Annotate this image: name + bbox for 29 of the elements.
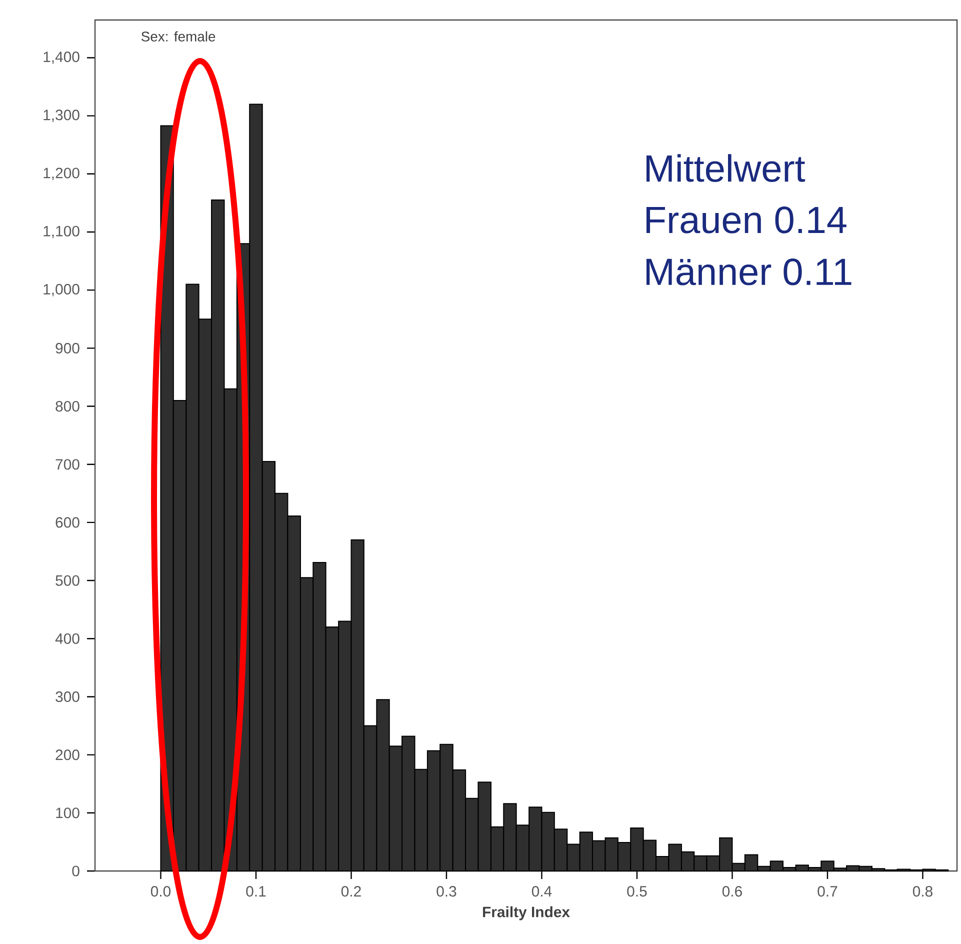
y-tick-label: 1,200 (44, 168, 80, 180)
y-tick-label: 900 (56, 342, 80, 354)
x-tick-label: 0.6 (722, 886, 742, 897)
y-tick-label: 0 (72, 866, 80, 876)
y-tick-label: 100 (56, 808, 80, 818)
x-tick-label: 0.4 (532, 886, 552, 897)
y-tick-label: 1,000 (44, 284, 80, 296)
annotation: Männer 0.11 (646, 258, 852, 286)
y-tick-label: 400 (55, 633, 80, 644)
x-tick-label: 0.7 (818, 886, 838, 897)
y-tick-label: 1,300 (44, 110, 80, 122)
annotation: Frauen 0.14 (646, 206, 846, 234)
y-tick-label: 800 (56, 400, 80, 412)
x-tick-label: 0.0 (150, 886, 171, 897)
x-tick-label: 0.3 (436, 886, 456, 897)
y-tick-label: 200 (56, 750, 80, 760)
x-tick-label: 0.2 (341, 886, 361, 897)
y-tick-label: 1,400 (44, 52, 80, 64)
x-axis-title: Frailty Index (483, 906, 570, 920)
y-tick-label: 600 (56, 517, 80, 528)
y-tick-label: 500 (56, 575, 80, 586)
y-tick-label: 700 (56, 459, 80, 470)
annotation: Sex: female (141, 31, 216, 42)
x-tick-label: 0.5 (627, 886, 647, 897)
y-tick-label: 300 (56, 691, 80, 702)
x-tick-label: 0.1 (246, 886, 266, 897)
x-tick-label: 0.8 (912, 886, 932, 897)
annotation: Mittelwert (646, 154, 806, 182)
y-tick-label: 1,100 (44, 226, 80, 238)
